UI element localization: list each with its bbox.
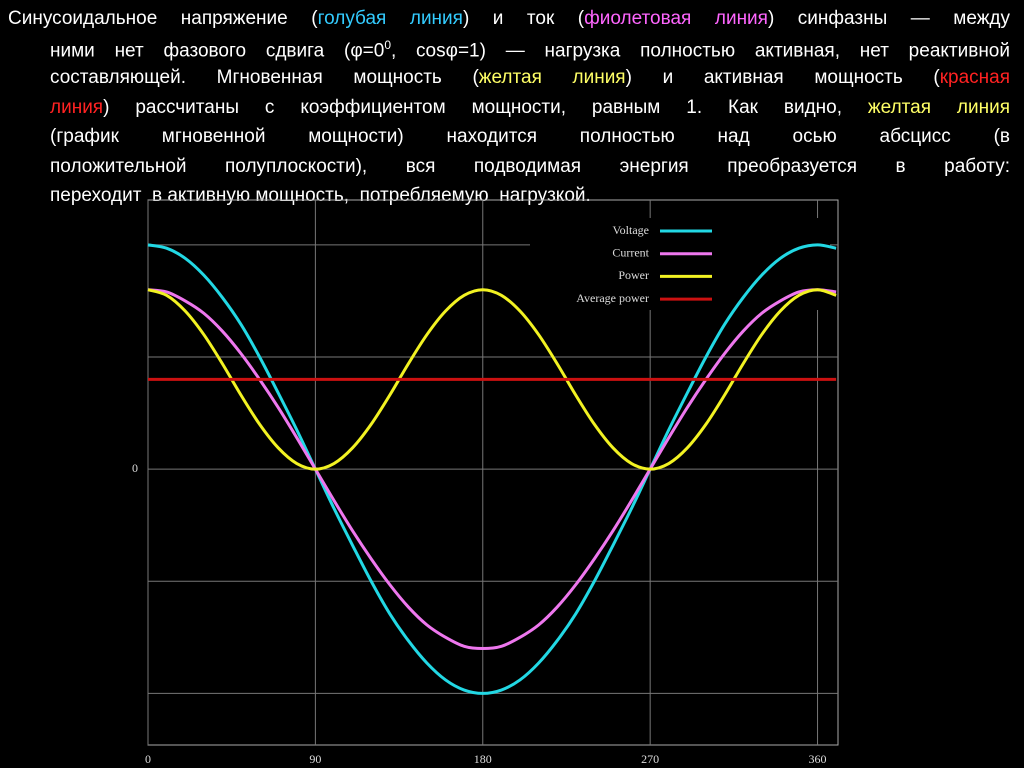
text-segment: 0: [384, 37, 391, 52]
legend-label: Average power: [576, 291, 649, 305]
series-line: [147, 243, 837, 695]
text-line: ними нет фазового сдвига (φ=00, cosφ=1) …: [50, 38, 1010, 62]
legend-box: [530, 218, 830, 310]
text-segment: составляющей. Мгновенная мощность (: [50, 67, 479, 88]
text-segment: ) и ток (: [462, 8, 585, 29]
y-tick-label: 0: [132, 461, 138, 475]
text-segment: желтая линия: [478, 67, 626, 88]
text-segment: , cosφ=1) — нагрузка полностью активная,…: [391, 39, 1010, 61]
text-segment: положительной полуплоскости), вся подвод…: [50, 155, 1010, 177]
text-segment: ) синфазны — между: [767, 8, 1010, 29]
text-segment: фиолетовая линия: [584, 8, 768, 29]
text-line: составляющей. Мгновенная мощность (желта…: [50, 67, 1010, 89]
legend-label: Current: [612, 245, 649, 259]
x-tick-label: 0: [145, 752, 151, 766]
text-segment: ) и активная мощность (: [625, 67, 940, 88]
text-line: переходит в активную мощность, потребляе…: [50, 185, 591, 207]
x-tick-label: 180: [474, 752, 492, 766]
legend-label: Power: [618, 268, 649, 282]
text-line: Синусоидальное напряжение (голубая линия…: [8, 8, 1010, 30]
text-segment: ними нет фазового сдвига (φ=0: [50, 39, 385, 61]
x-tick-label: 90: [309, 752, 321, 766]
text-segment: (график мгновенной мощности) находится п…: [50, 126, 1010, 147]
x-tick-label: 270: [641, 752, 659, 766]
text-segment: красная: [939, 67, 1011, 88]
series-line: [147, 288, 837, 651]
text-segment: переходит в активную мощность, потребляе…: [50, 185, 591, 206]
x-tick-label: 360: [809, 752, 827, 766]
legend-label: Voltage: [613, 223, 649, 237]
text-segment: голубая линия: [317, 8, 463, 29]
series-line: [147, 288, 837, 471]
text-segment: Синусоидальное напряжение (: [8, 8, 318, 29]
text-segment: ) рассчитаны с коэффициентом мощности, р…: [103, 96, 868, 118]
text-segment: желтая линия: [867, 96, 1011, 118]
text-segment: линия: [50, 96, 104, 118]
text-line: (график мгновенной мощности) находится п…: [50, 126, 1010, 148]
text-line: положительной полуплоскости), вся подвод…: [50, 156, 1010, 178]
text-line: линия) рассчитаны с коэффициентом мощнос…: [50, 97, 1010, 119]
